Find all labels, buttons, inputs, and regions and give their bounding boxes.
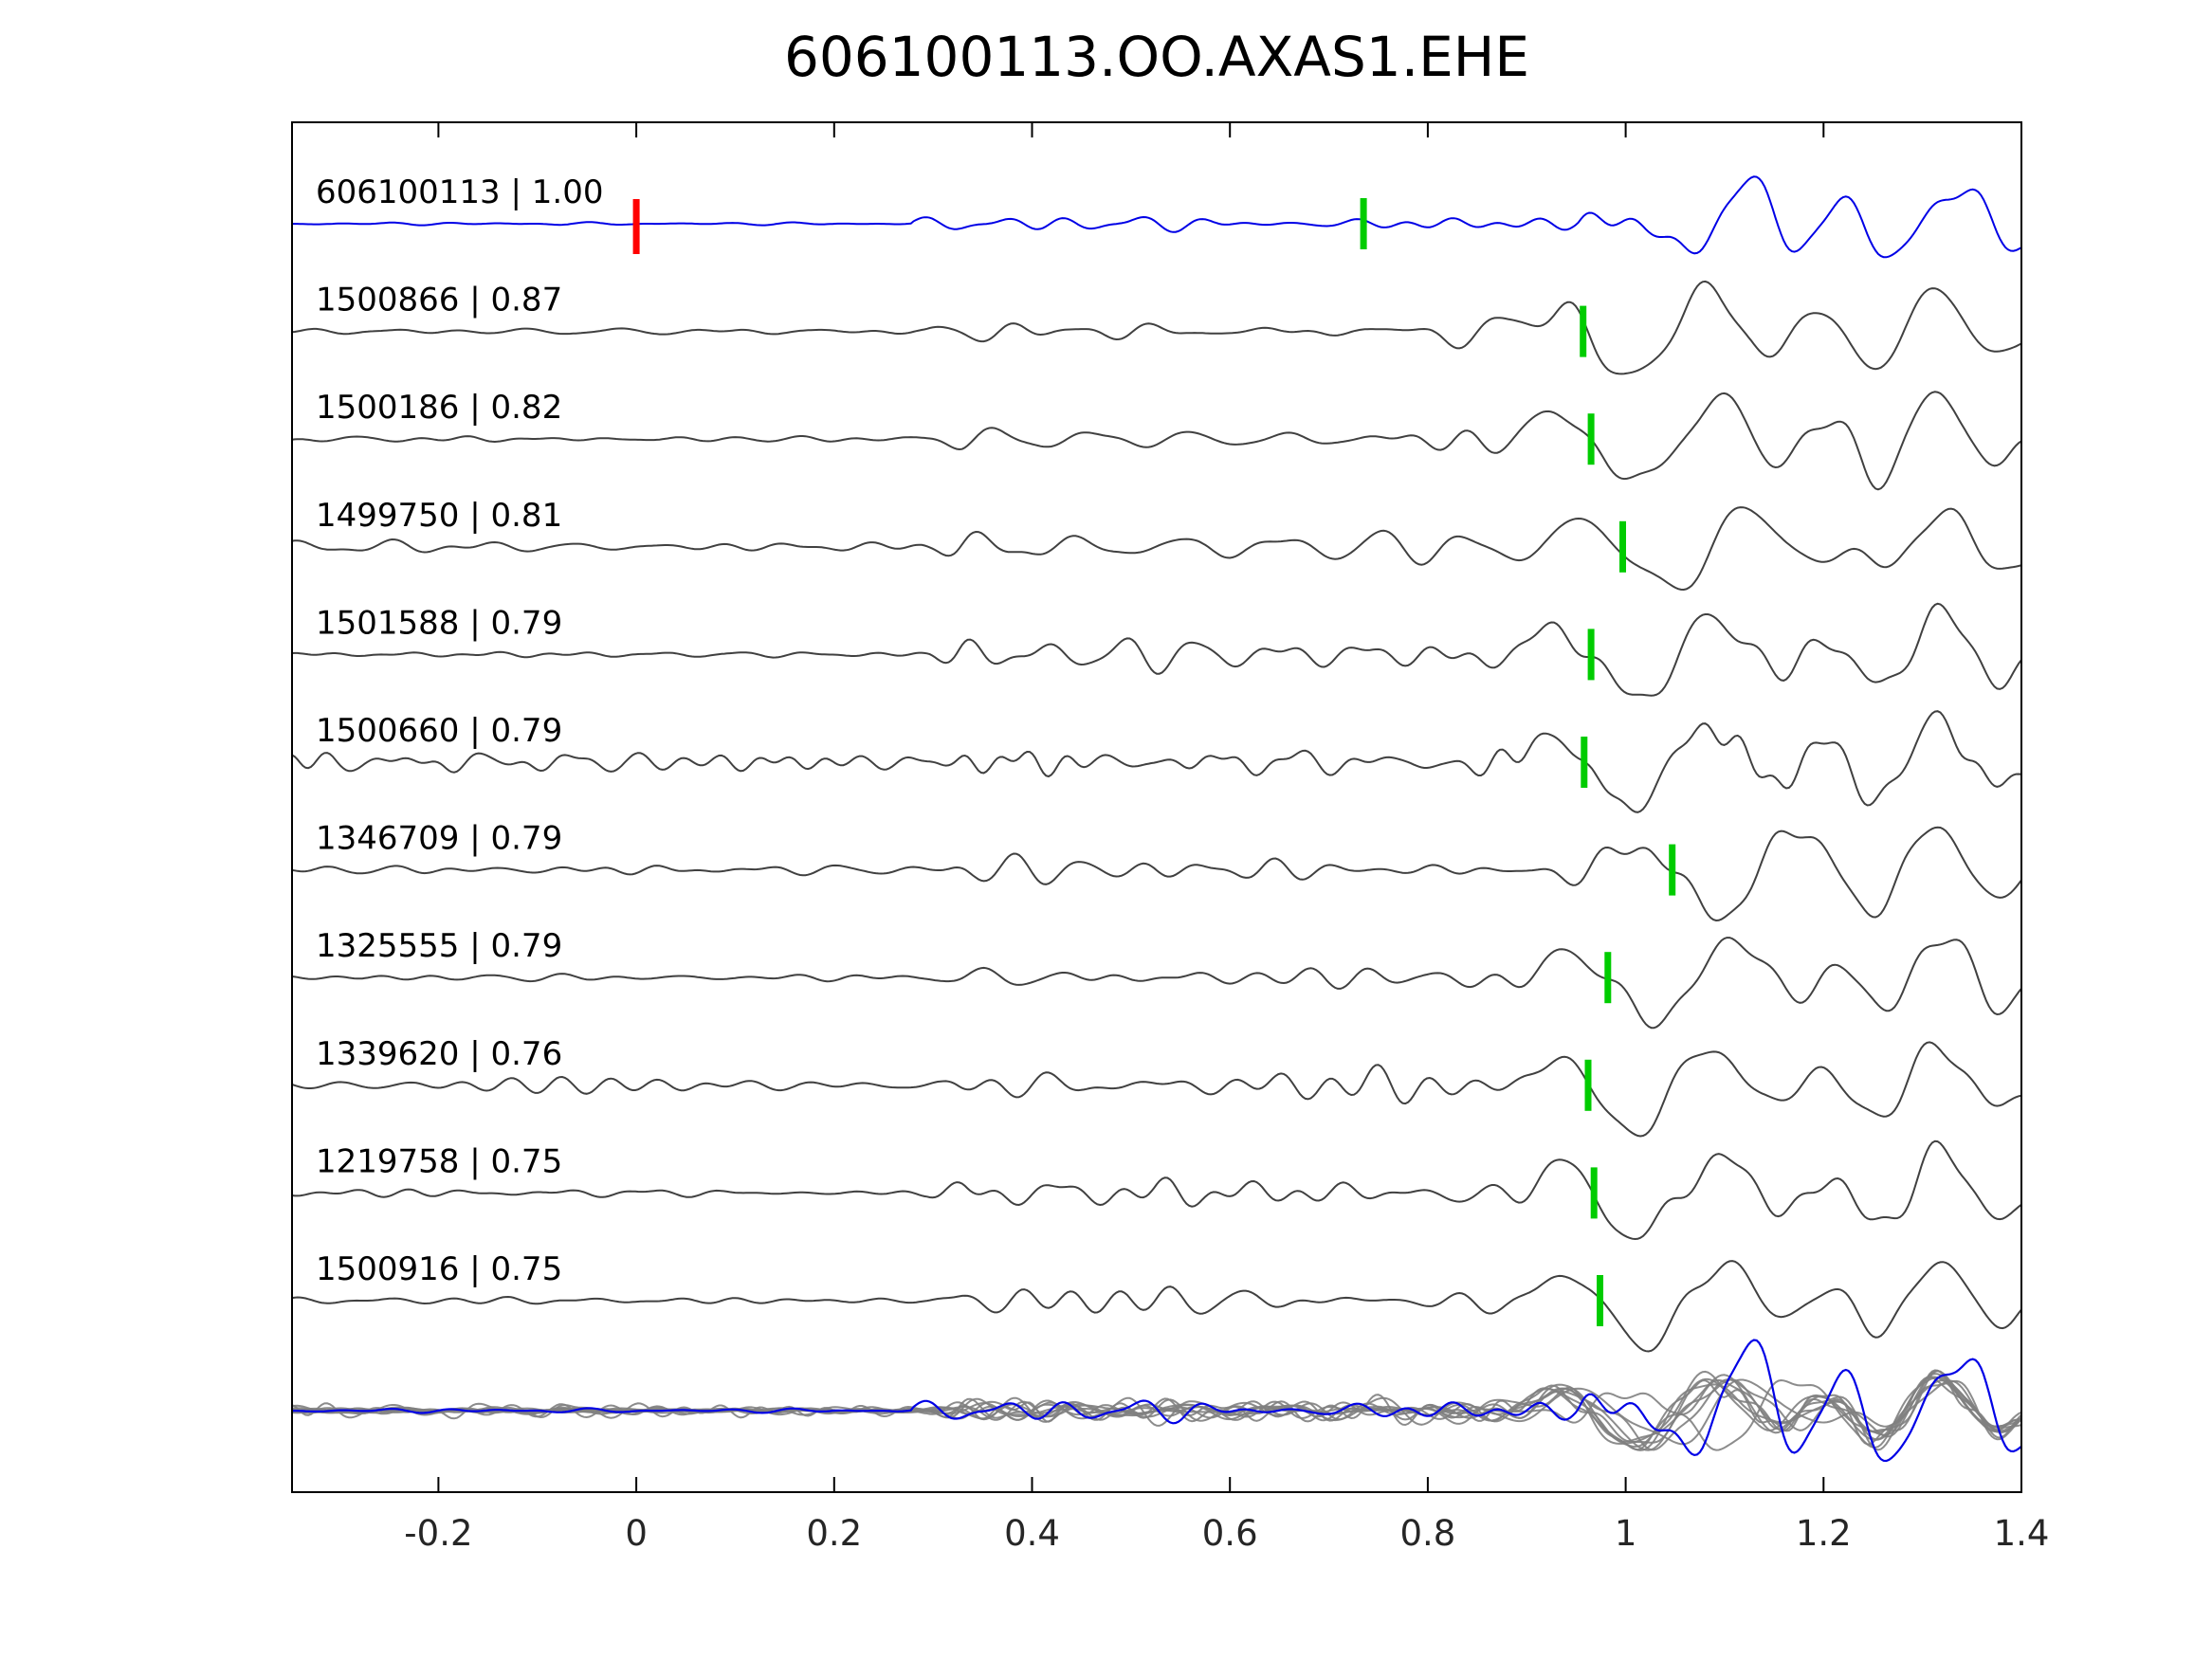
detection-trace	[292, 280, 2021, 375]
x-tick-label: 1.4	[1994, 1513, 2050, 1554]
pick-marker	[1581, 737, 1588, 788]
pick-marker	[1360, 198, 1367, 249]
trace-label: 1501588 | 0.79	[316, 604, 562, 642]
trace-label: 1346709 | 0.79	[316, 820, 562, 858]
template-trace	[292, 175, 2021, 259]
detection-trace	[292, 506, 2021, 592]
x-tick-label: -0.2	[404, 1513, 472, 1554]
pick-marker	[1597, 1275, 1603, 1326]
x-tick-label: 0	[625, 1513, 648, 1554]
pick-marker	[1619, 520, 1626, 573]
figure-title: 606100113.OO.AXAS1.EHE	[783, 25, 1530, 89]
trace-label: 606100113 | 1.00	[316, 173, 603, 211]
pick-marker	[1580, 305, 1587, 357]
x-tick-label: 0.8	[1399, 1513, 1455, 1554]
x-tick-label: 0.6	[1202, 1513, 1258, 1554]
trace-label: 1500186 | 0.82	[316, 389, 562, 427]
x-tick-label: 1.2	[1796, 1513, 1852, 1554]
detection-trace	[292, 1041, 2021, 1138]
pick-marker	[1669, 844, 1676, 896]
plot-border	[291, 121, 2022, 1493]
x-tick-label: 0.2	[806, 1513, 862, 1554]
detection-trace	[292, 1139, 2021, 1241]
origin-marker	[632, 199, 640, 254]
pick-marker	[1584, 1059, 1592, 1111]
pick-marker	[1587, 629, 1595, 681]
x-tick-label: 1	[1615, 1513, 1637, 1554]
trace-label: 1499750 | 0.81	[316, 497, 562, 535]
overlay-template-trace	[292, 1339, 2021, 1463]
detection-trace	[292, 602, 2021, 697]
trace-label: 1500916 | 0.75	[316, 1250, 562, 1288]
trace-label: 1500866 | 0.87	[316, 282, 562, 319]
pick-marker	[1604, 952, 1612, 1004]
detection-trace	[292, 826, 2021, 922]
trace-label: 1325555 | 0.79	[316, 927, 562, 965]
detection-trace	[292, 391, 2021, 491]
detection-trace	[292, 937, 2021, 1030]
pick-marker	[1590, 1167, 1598, 1219]
detection-trace	[292, 710, 2021, 813]
trace-label: 1339620 | 0.76	[316, 1035, 562, 1073]
pick-marker	[1587, 413, 1595, 465]
detection-trace	[292, 1260, 2021, 1353]
trace-label: 1219758 | 0.75	[316, 1142, 562, 1180]
trace-label: 1500660 | 0.79	[316, 712, 562, 750]
x-tick-label: 0.4	[1004, 1513, 1060, 1554]
